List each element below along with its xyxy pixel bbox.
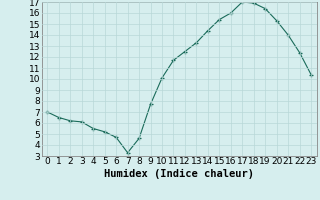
X-axis label: Humidex (Indice chaleur): Humidex (Indice chaleur)	[104, 169, 254, 179]
